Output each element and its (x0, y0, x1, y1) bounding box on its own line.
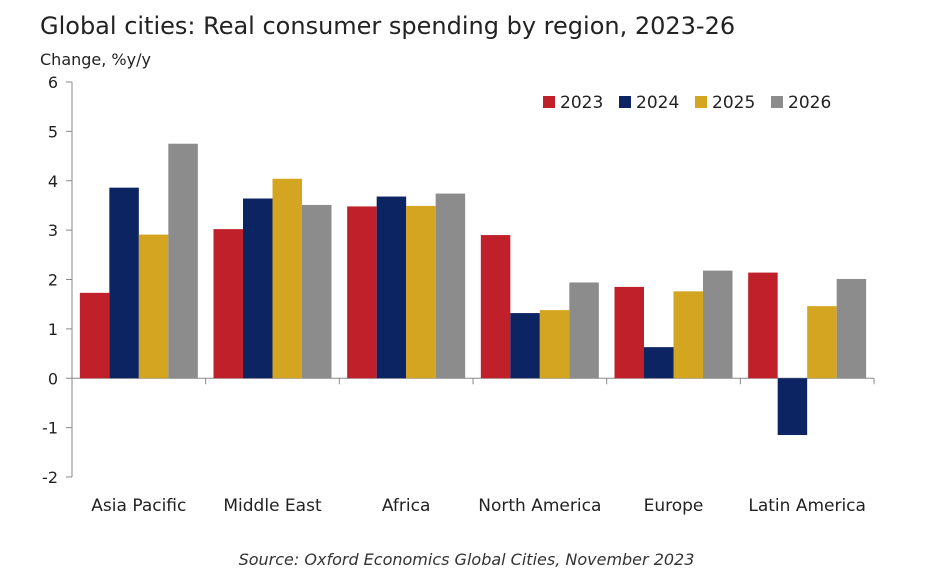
bar-2023-middle-east (213, 229, 243, 379)
bar-2025-asia-pacific (138, 234, 169, 379)
source-note: Source: Oxford Economics Global Cities, … (238, 550, 695, 569)
y-tick-label: 2 (48, 271, 58, 290)
x-tick-label: Asia Pacific (91, 496, 186, 516)
bar-2023-latin-america (748, 272, 778, 379)
y-tick-label: -2 (42, 468, 58, 487)
x-axis: Asia Pacific Middle East Africa North Ameri… (71, 377, 875, 516)
x-tick-label: Latin America (748, 496, 866, 516)
bar-2023-north-america (480, 235, 511, 379)
bar-2023-asia-pacific (79, 292, 110, 379)
x-tick-label: North America (478, 496, 601, 516)
x-tick-label: Middle East (223, 496, 322, 516)
bar-2025-africa (406, 205, 436, 379)
bar-2023-europe (614, 286, 644, 379)
legend-label-2025: 2025 (712, 93, 755, 113)
y-tick-label: 0 (48, 369, 58, 388)
bar-2025-middle-east (272, 178, 302, 379)
bar-2024-asia-pacific (109, 187, 139, 379)
legend-swatch-2024 (619, 96, 631, 108)
bar-2026-europe (703, 270, 733, 379)
x-tick-label: Africa (382, 496, 431, 516)
bar-2024-europe (644, 347, 674, 379)
bar-2026-asia-pacific (168, 143, 198, 379)
y-tick-label: -1 (42, 419, 58, 438)
y-tick-label: 5 (48, 122, 58, 141)
bar-2024-north-america (510, 313, 540, 379)
legend-label-2023: 2023 (560, 93, 603, 113)
y-axis-label: Change, %y/y (40, 50, 151, 69)
legend: 2023 2024 2025 2026 (543, 93, 831, 113)
x-tick-label: Europe (644, 496, 704, 516)
bar-2024-africa (376, 196, 407, 379)
bar-2023-africa (347, 206, 377, 379)
legend-swatch-2026 (771, 96, 783, 108)
legend-swatch-2023 (543, 96, 555, 108)
bar-2025-latin-america (807, 306, 837, 379)
bar-2026-africa (435, 193, 466, 379)
bar-2026-middle-east (302, 204, 332, 379)
legend-swatch-2025 (695, 96, 707, 108)
bar-2025-north-america (539, 310, 570, 379)
y-tick-label: 1 (48, 320, 58, 339)
y-tick-label: 3 (48, 221, 58, 240)
bar-2024-latin-america (777, 378, 808, 436)
y-tick-label: 4 (48, 172, 58, 191)
bar-2025-europe (673, 291, 703, 379)
bar-2024-middle-east (243, 198, 273, 379)
bar-2026-north-america (569, 282, 599, 379)
y-tick-label: 6 (48, 73, 58, 92)
bar-chart: -2 -1 0 1 2 3 4 5 6 Asia Pacific Middle East Afric… (42, 73, 875, 516)
chart-title: Global cities: Real consumer spending by… (40, 12, 736, 40)
legend-label-2026: 2026 (788, 93, 831, 113)
bar-2026-latin-america (836, 279, 867, 379)
bars (79, 143, 867, 436)
legend-label-2024: 2024 (636, 93, 679, 113)
y-axis: -2 -1 0 1 2 3 4 5 6 (42, 73, 73, 487)
